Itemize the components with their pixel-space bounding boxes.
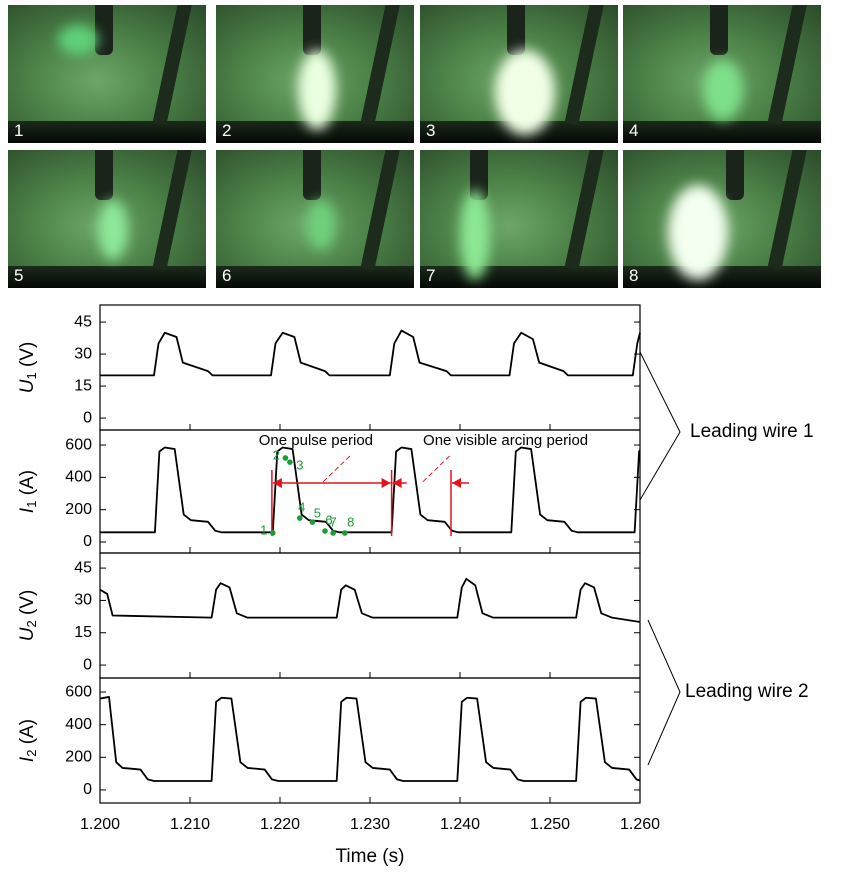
- y-tick-label: 0: [83, 533, 92, 550]
- plot-frame: [99, 304, 641, 431]
- y-tick-label: 15: [74, 624, 92, 641]
- arrow-head: [452, 478, 461, 488]
- frame: 7: [420, 150, 618, 288]
- x-tick-label: 1.250: [530, 816, 570, 833]
- marker: [342, 530, 348, 536]
- y-tick-label: 15: [74, 377, 92, 394]
- y-tick-label: 200: [65, 501, 92, 518]
- frame: 5: [8, 150, 206, 288]
- signal-line: [100, 329, 641, 377]
- marker-label: 2: [273, 447, 280, 462]
- y-tick-label: 45: [74, 559, 92, 576]
- frame-label: 4: [629, 121, 639, 140]
- frame-label: 6: [222, 266, 232, 285]
- marker-label: 3: [296, 458, 303, 473]
- y-tick-label: 0: [83, 781, 92, 798]
- y-subscript: 1: [24, 501, 39, 508]
- bracket: [647, 619, 681, 766]
- marker: [297, 515, 303, 521]
- y-unit: (V): [17, 342, 38, 367]
- y-tick-label: 0: [83, 656, 92, 673]
- marker: [309, 519, 316, 525]
- group-label: Leading wire 2: [685, 681, 809, 702]
- y-symbol: U: [17, 379, 38, 393]
- x-axis-title: Time (s): [336, 846, 405, 867]
- marker-label: 5: [314, 506, 321, 521]
- plot-frame: [99, 552, 641, 679]
- frame-label: 7: [426, 266, 436, 285]
- frame-label: 3: [426, 121, 436, 140]
- marker-label: 1: [260, 522, 267, 537]
- marker: [282, 455, 289, 461]
- frame: 2: [216, 5, 414, 143]
- frame: 6: [216, 150, 414, 288]
- y-subscript: 1: [24, 372, 39, 379]
- y-tick-label: 45: [74, 313, 92, 330]
- y-tick-label: 600: [65, 683, 92, 700]
- y-tick-label: 400: [65, 716, 92, 733]
- frame: 8: [623, 150, 821, 288]
- x-tick-label: 1.210: [170, 816, 210, 833]
- plot-frame: [99, 677, 641, 804]
- x-tick-label: 1.220: [260, 816, 300, 833]
- arrow-head: [381, 478, 391, 488]
- x-tick-label: 1.200: [80, 816, 120, 833]
- leader: [321, 455, 351, 484]
- y-tick-label: 0: [83, 409, 92, 426]
- y-tick-label: 30: [74, 345, 92, 362]
- bracket: [639, 351, 681, 501]
- marker-label: 8: [347, 514, 354, 529]
- frame-label: 8: [629, 266, 639, 285]
- frame-label: 1: [14, 121, 24, 140]
- frame: 3: [420, 5, 618, 143]
- marker-label: 7: [329, 514, 336, 529]
- frame: 4: [623, 5, 821, 143]
- arrow-head: [272, 478, 282, 488]
- y-tick-label: 30: [74, 592, 92, 609]
- marker: [287, 459, 293, 465]
- group-label: Leading wire 1: [690, 421, 814, 442]
- y-axis-title: U1 (V): [17, 342, 39, 394]
- signal-line: [100, 446, 641, 534]
- y-symbol: U: [17, 627, 38, 641]
- leader: [421, 455, 450, 484]
- frame-label: 2: [222, 121, 232, 140]
- y-tick-label: 600: [65, 436, 92, 453]
- y-symbol: I: [17, 507, 38, 513]
- signal-line: [99, 696, 641, 782]
- marker-label: 4: [298, 500, 305, 515]
- y-tick-label: 400: [65, 469, 92, 486]
- x-tick-label: 1.230: [350, 816, 390, 833]
- marker: [330, 530, 336, 536]
- y-symbol: I: [17, 756, 38, 762]
- frame: 1: [8, 5, 206, 143]
- marker: [322, 528, 328, 534]
- y-subscript: 2: [24, 750, 39, 757]
- x-tick-label: 1.260: [620, 816, 660, 833]
- arrow-head: [392, 478, 402, 488]
- annotation: One pulse period: [259, 432, 373, 449]
- marker: [270, 530, 276, 536]
- y-axis-title: I1 (A): [17, 470, 39, 513]
- y-unit: (A): [17, 470, 38, 495]
- annotation: One visible arcing period: [423, 432, 588, 449]
- frame-label: 5: [14, 266, 24, 285]
- y-axis-title: U2 (V): [17, 590, 39, 642]
- marker-label: 6: [325, 512, 332, 527]
- y-subscript: 2: [24, 620, 39, 627]
- signal-line: [99, 577, 641, 623]
- y-unit: (V): [17, 590, 38, 615]
- y-tick-label: 200: [65, 749, 92, 766]
- x-tick-label: 1.240: [440, 816, 480, 833]
- y-axis-title: I2 (A): [17, 719, 39, 762]
- y-unit: (A): [17, 719, 38, 744]
